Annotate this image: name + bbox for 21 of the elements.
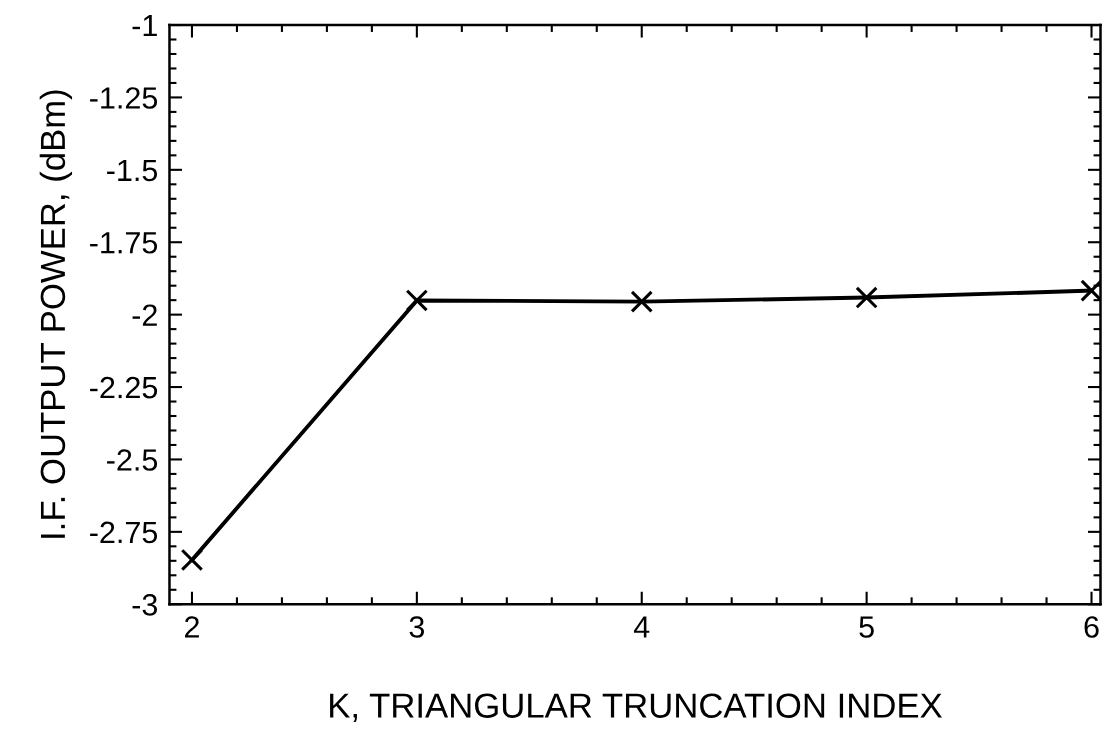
point [630,290,653,313]
x-tick-label: 2 [185,616,199,638]
y-tick-label: -2.5 [107,449,158,471]
y-tick-label: -2 [132,304,157,326]
y-tick-label: -2.25 [90,376,158,399]
y-tick-label: -1.5 [107,159,158,182]
point [855,286,878,309]
point [405,289,429,312]
x-tick-label: 5 [859,616,874,638]
y-tick-label: -2.75 [90,521,158,544]
y-tick-label: -3 [132,593,158,616]
x-tick-label: 3 [409,616,425,638]
x-tick-label: 6 [1084,616,1099,638]
x-axis-title: K, TRIANGULAR TRUNCATION INDEX [330,693,943,723]
x-tick-label: 4 [633,616,650,638]
y-tick-label: -1.25 [90,87,158,109]
point [1080,279,1101,302]
y-tick-label: -1.75 [90,232,158,254]
y-axis-title: I.F. OUTPUT POWER, (dBm) [39,90,73,538]
y-tick-label: -1 [132,15,157,37]
point [180,548,204,572]
